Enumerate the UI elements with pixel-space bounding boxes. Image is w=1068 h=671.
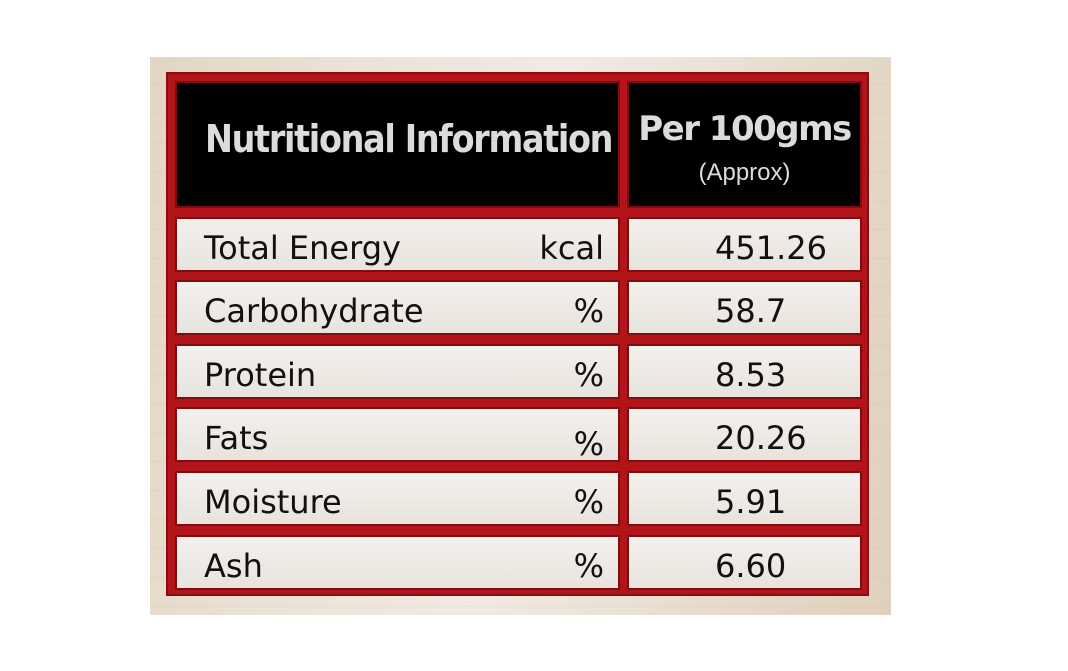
approx-label: (Approx) bbox=[698, 159, 791, 186]
per-100gms-label: Per 100gms bbox=[638, 109, 852, 149]
nutrient-label: Moisture bbox=[204, 483, 342, 521]
nutrient-label: Total Energy bbox=[204, 229, 401, 267]
table-row-label-cell: Total Energy kcal bbox=[175, 217, 620, 272]
table-row-label-cell: Carbohydrate % bbox=[175, 280, 620, 335]
nutrient-value: 5.91 bbox=[715, 483, 787, 521]
table-row-value-cell: 5.91 bbox=[627, 471, 862, 526]
table-row-label-cell: Protein % bbox=[175, 344, 620, 399]
header-per-cell: Per 100gms (Approx) bbox=[627, 81, 862, 208]
table-row-value-cell: 58.7 bbox=[627, 280, 862, 335]
nutrient-value: 8.53 bbox=[715, 356, 787, 394]
table-row-label-cell: Moisture % bbox=[175, 471, 620, 526]
nutrient-value: 20.26 bbox=[715, 419, 807, 457]
nutrient-unit: % bbox=[573, 483, 604, 521]
nutrient-label: Fats bbox=[204, 419, 269, 457]
table-title: Nutritional Information bbox=[205, 117, 613, 161]
nutrient-value: 58.7 bbox=[715, 292, 787, 330]
nutrient-unit: % bbox=[573, 292, 604, 330]
nutrient-label: Ash bbox=[204, 547, 263, 585]
nutrient-unit: % bbox=[573, 356, 604, 394]
table-row-value-cell: 20.26 bbox=[627, 407, 862, 462]
table-row-label-cell: Ash % bbox=[175, 535, 620, 590]
nutrient-unit: % bbox=[573, 425, 604, 463]
nutrient-value: 451.26 bbox=[715, 229, 827, 267]
nutrient-unit: kcal bbox=[539, 229, 604, 267]
table-row-value-cell: 6.60 bbox=[627, 535, 862, 590]
table-row-value-cell: 8.53 bbox=[627, 344, 862, 399]
table-row-value-cell: 451.26 bbox=[627, 217, 862, 272]
table-row-label-cell: Fats % bbox=[175, 407, 620, 462]
nutrient-unit: % bbox=[573, 547, 604, 585]
nutrient-value: 6.60 bbox=[715, 547, 787, 585]
nutrient-label: Carbohydrate bbox=[204, 292, 424, 330]
nutrient-label: Protein bbox=[204, 356, 317, 394]
header-title-cell: Nutritional Information bbox=[175, 81, 620, 208]
